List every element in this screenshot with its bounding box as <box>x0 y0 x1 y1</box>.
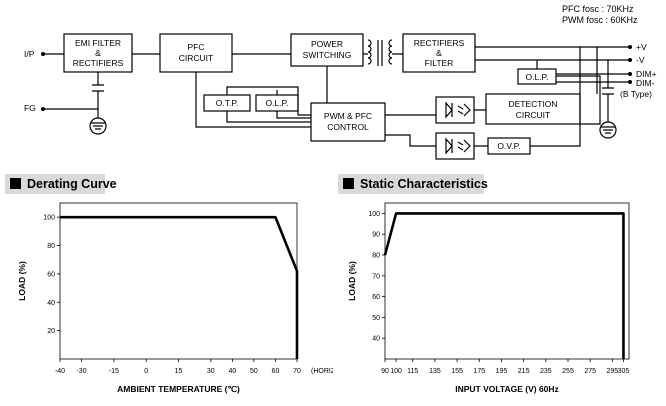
rectifiers-filter-label-amp: & <box>436 48 442 58</box>
chart-heading-bar <box>5 174 105 194</box>
x-tick-label: 305 <box>618 368 630 375</box>
y-tick-label: 70 <box>372 273 380 280</box>
pwm-frequency-note: PWM fosc : 60KHz <box>562 15 638 25</box>
input-pin-label: I/P <box>24 49 35 59</box>
x-tick-label: 15 <box>175 368 183 375</box>
emi-filter-label: EMI FILTER <box>75 38 121 48</box>
x-tick-label: 60 <box>272 368 280 375</box>
x-tick-label: -15 <box>109 368 119 375</box>
x-tick-label: 30 <box>207 368 215 375</box>
optocoupler-icon-lower <box>435 132 475 160</box>
y-tick-label: 40 <box>372 336 380 343</box>
pfc-circuit-label: PFC <box>188 42 205 52</box>
otp-label: O.T.P. <box>216 98 239 108</box>
y-tick-label: 60 <box>47 271 55 278</box>
x-tick-label: 215 <box>518 368 530 375</box>
olp-label-right: O.L.P. <box>526 72 549 82</box>
x-tick-label: 70 <box>293 368 301 375</box>
plot-frame <box>59 202 298 360</box>
x-axis-note: (HORIZONTAL) <box>311 368 333 375</box>
ground-icon-left <box>89 117 107 135</box>
chart-title: Derating Curve <box>27 177 117 191</box>
x-tick-label: 275 <box>584 368 596 375</box>
x-tick-label: 100 <box>390 368 402 375</box>
vplus-label: +V <box>636 42 647 52</box>
dim-minus-terminal <box>628 80 632 84</box>
emi-filter-block <box>63 33 133 73</box>
vminus-label: -V <box>636 55 645 65</box>
load-curve-line <box>60 215 299 359</box>
pwm-pfc-control-block <box>310 102 386 142</box>
input-wires <box>43 53 99 118</box>
plot-frame <box>384 202 630 360</box>
output-minus-terminal <box>628 58 632 62</box>
x-tick-label: -30 <box>76 368 86 375</box>
pfc-frequency-note: PFC fosc : 70KHz <box>562 4 634 14</box>
chart-heading-square-icon <box>10 178 21 189</box>
x-tick-label: 235 <box>540 368 552 375</box>
rectifiers-filter-block <box>402 33 476 73</box>
dim-plus-terminal <box>628 72 632 76</box>
detection-circuit-label: DETECTION <box>508 99 557 109</box>
x-tick-label: 255 <box>562 368 574 375</box>
olp-label-left: O.L.P. <box>266 98 289 108</box>
dim-minus-label: DIM- <box>636 78 655 88</box>
chart-title: Static Characteristics <box>360 177 488 191</box>
power-switching-label-switching: SWITCHING <box>303 50 352 60</box>
signal-wires <box>132 46 630 147</box>
y-tick-label: 90 <box>372 232 380 239</box>
x-tick-label: 135 <box>429 368 441 375</box>
detection-circuit-block <box>485 93 581 125</box>
y-axis-title: LOAD (%) <box>347 261 357 301</box>
y-tick-label: 60 <box>372 294 380 301</box>
output-plus-terminal <box>628 45 632 49</box>
output-capacitor <box>602 87 614 95</box>
power-switching-label: POWER <box>311 39 343 49</box>
x-tick-label: 115 <box>407 368 418 375</box>
fg-pin-label: FG <box>24 103 36 113</box>
derating-curve-chart: Derating Curve -40 -30 -15 0 15 30 40 50 60 70 20 40… <box>5 174 333 394</box>
y-tick-label: 100 <box>368 211 380 218</box>
y-tick-label: 50 <box>372 315 380 322</box>
x-tick-label: 0 <box>144 368 148 375</box>
y-capacitor <box>92 84 104 92</box>
chart-heading-bar <box>338 174 484 194</box>
x-tick-label: -40 <box>55 368 65 375</box>
x-tick-label: 90 <box>381 368 389 375</box>
pfc-circuit-label-circuit: CIRCUIT <box>179 53 213 63</box>
y-axis-title: LOAD (%) <box>17 261 27 301</box>
y-tick-label: 40 <box>47 300 55 307</box>
ground-icon-right <box>599 121 617 139</box>
optocoupler-icon-upper <box>435 96 475 124</box>
chart-heading-square-icon <box>343 178 354 189</box>
dim-plus-label: DIM+ <box>636 69 657 79</box>
x-tick-label: 40 <box>228 368 236 375</box>
power-switching-block <box>290 33 364 67</box>
y-tick-label: 80 <box>372 253 380 260</box>
load-curve-line <box>383 212 625 359</box>
emi-filter-label-rectifiers: RECTIFIERS <box>73 58 124 68</box>
x-axis-title: AMBIENT TEMPERATURE (℃) <box>117 384 240 394</box>
y-tick-label: 20 <box>47 328 55 335</box>
y-tick-label: 100 <box>43 215 55 222</box>
detection-circuit-label-circuit: CIRCUIT <box>516 110 550 120</box>
x-tick-label: 155 <box>451 368 463 375</box>
pwm-control-label: PWM & PFC <box>324 111 372 121</box>
y-tick-label: 80 <box>47 243 55 250</box>
x-tick-label: 295 <box>607 368 619 375</box>
rectifiers-filter-label: RECTIFIERS <box>414 38 465 48</box>
x-axis-title: INPUT VOLTAGE (V) 60Hz <box>455 384 559 394</box>
x-tick-label: 50 <box>250 368 258 375</box>
pwm-control-label-control: CONTROL <box>327 122 369 132</box>
ovp-label: O.V.P. <box>497 141 520 151</box>
b-type-label: (B Type) <box>620 89 652 99</box>
transformer-icon <box>367 39 393 66</box>
pfc-circuit-block <box>159 33 233 73</box>
emi-filter-label-amp: & <box>95 48 101 58</box>
x-tick-label: 175 <box>473 368 485 375</box>
block-diagram: PFC fosc : 70KHz PWM fosc : 60KHz I/P FG… <box>24 4 657 160</box>
x-tick-label: 195 <box>496 368 508 375</box>
rectifiers-filter-label-filter: FILTER <box>425 58 454 68</box>
